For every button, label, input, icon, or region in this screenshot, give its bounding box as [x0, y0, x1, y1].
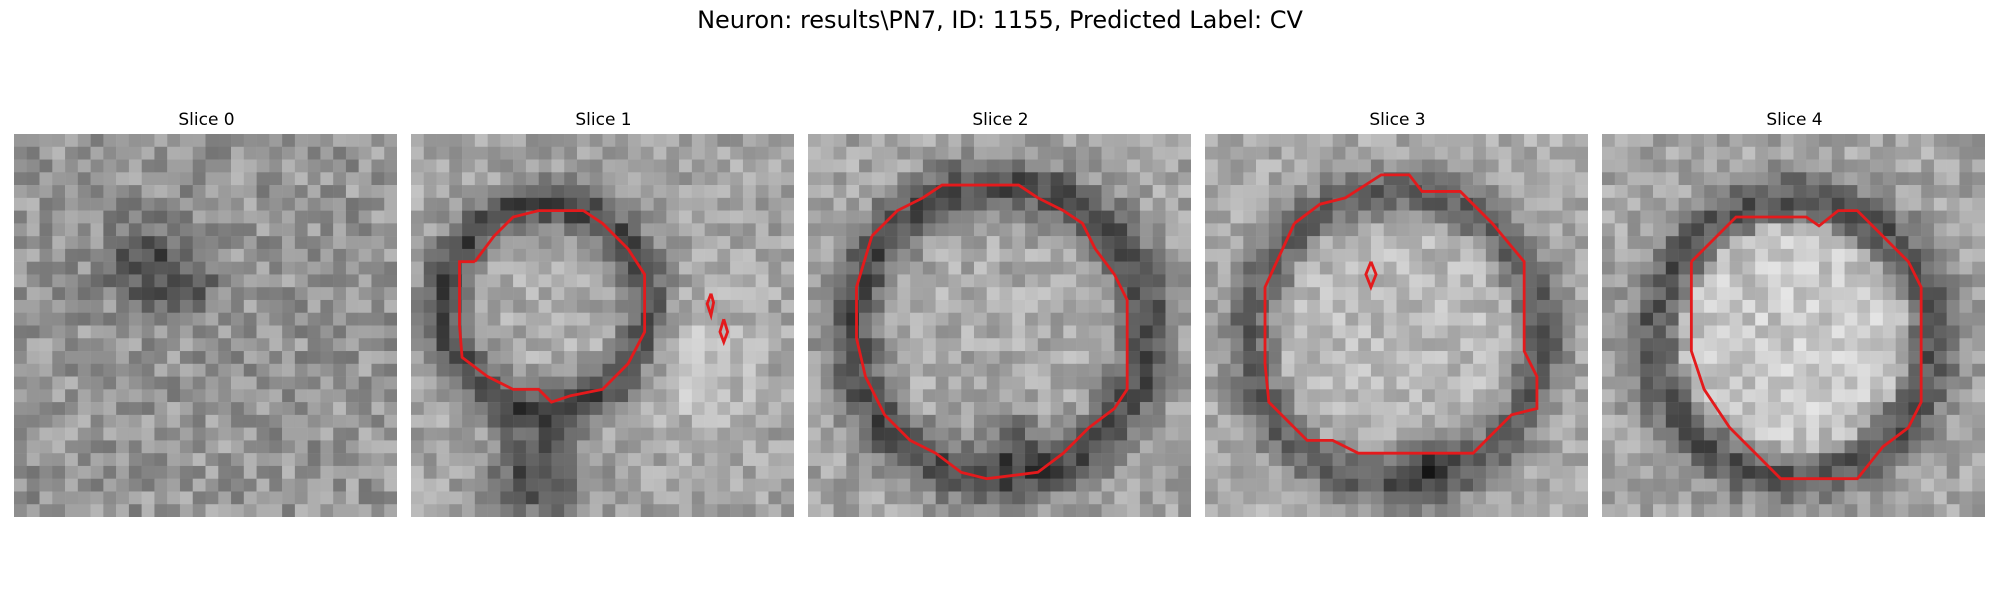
contour-line: [458, 209, 647, 404]
contour-line: [1263, 173, 1539, 455]
slice-image: [1205, 134, 1588, 517]
contour-line: [1364, 261, 1378, 291]
contour-line: [1689, 209, 1923, 481]
slice-panel-4: Slice 4: [1602, 110, 1987, 517]
contour-line: [855, 183, 1129, 481]
slice-title: Slice 0: [178, 110, 235, 130]
slice-panel-0: Slice 0: [14, 110, 399, 517]
figure-title: Neuron: results\PN7, ID: 1155, Predicted…: [697, 6, 1303, 34]
slice-image: [14, 134, 397, 517]
slice-title: Slice 2: [972, 110, 1029, 130]
contour-line: [705, 293, 716, 321]
slice-image: [411, 134, 794, 517]
slice-panel-1: Slice 1: [411, 110, 796, 517]
slice-panel-2: Slice 2: [808, 110, 1193, 517]
slice-image: [808, 134, 1191, 517]
slice-image: [1602, 134, 1985, 517]
slice-title: Slice 4: [1766, 110, 1823, 130]
contour-line: [718, 318, 730, 347]
slice-title: Slice 1: [575, 110, 632, 130]
slice-panel-3: Slice 3: [1205, 110, 1590, 517]
slice-title: Slice 3: [1369, 110, 1426, 130]
